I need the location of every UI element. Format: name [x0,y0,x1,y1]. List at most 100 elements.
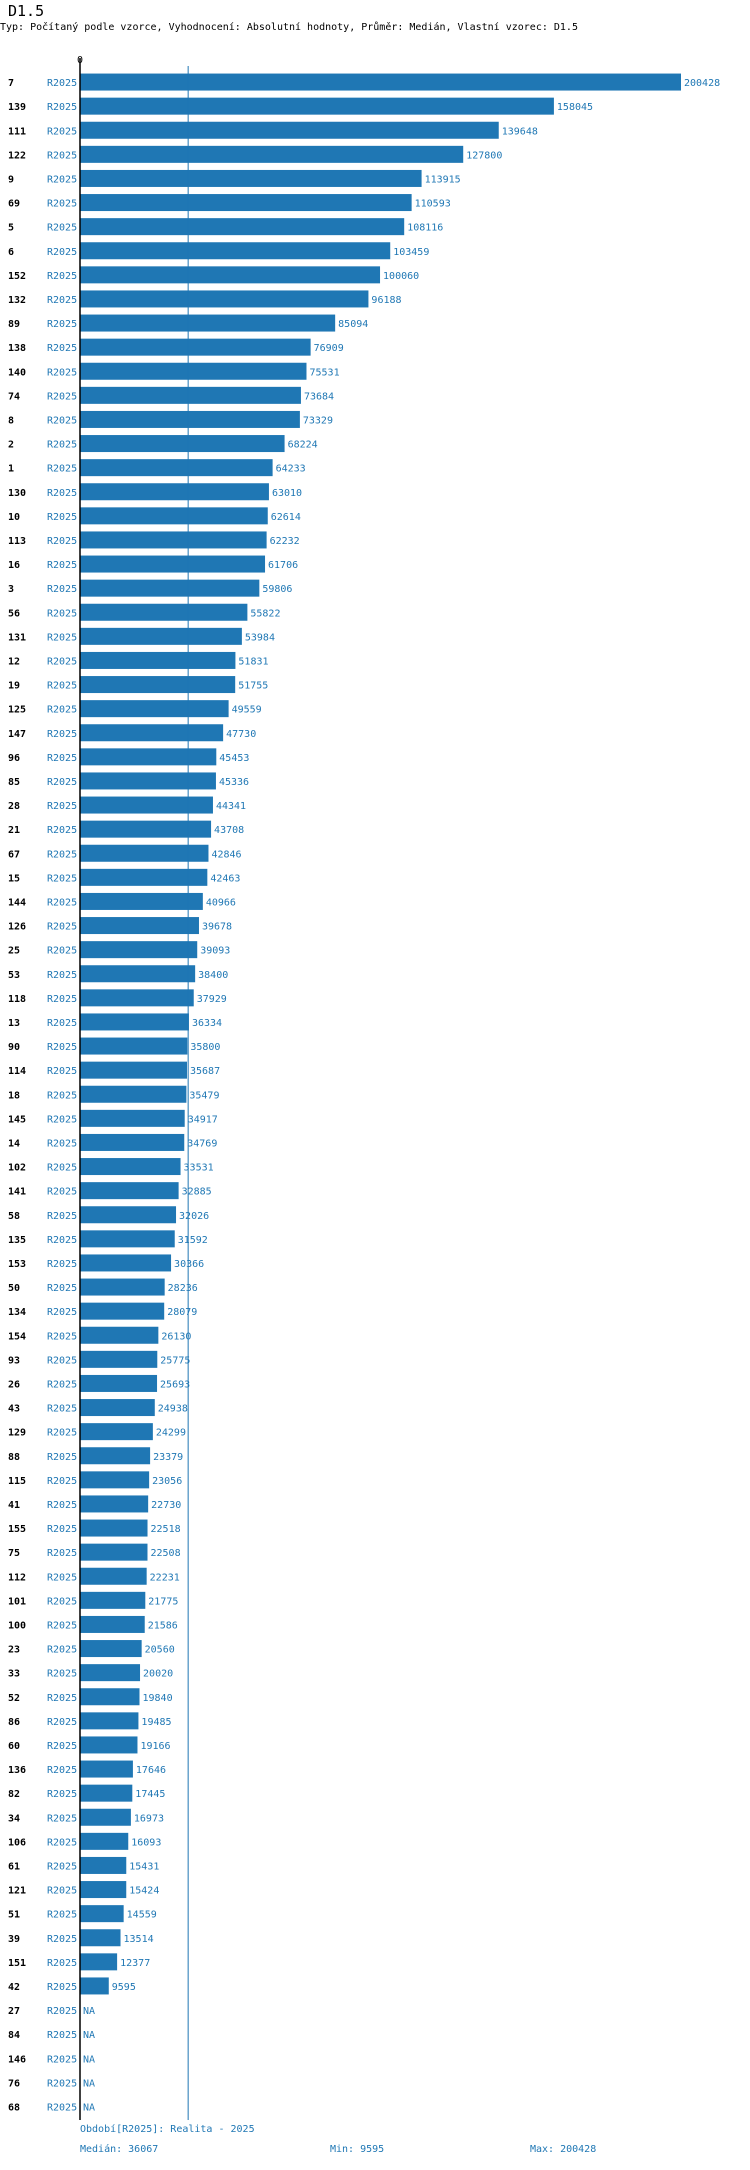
category-label: 134 [8,1307,26,1318]
value-label: 39678 [202,922,232,933]
value-label: 24299 [156,1428,186,1439]
category-label: 113 [8,536,26,547]
bar [80,1977,109,1995]
bar [80,1832,129,1850]
value-label: 20560 [145,1645,175,1656]
period-label: R2025 [47,223,77,234]
value-label: 45336 [219,777,249,788]
bar [80,386,301,404]
category-label: 82 [8,1789,20,1800]
bar [80,1013,189,1031]
category-label: 84 [8,2030,20,2041]
bar [80,700,229,718]
period-label: R2025 [47,1476,77,1487]
period-label: R2025 [47,1138,77,1149]
value-label: 13514 [124,1934,154,1945]
bar [80,435,285,453]
period-label: R2025 [47,536,77,547]
category-label: 28 [8,801,20,812]
category-label: 74 [8,391,20,402]
value-label: 158045 [557,102,593,113]
period-label: R2025 [47,681,77,692]
bar [80,73,681,91]
value-label: 49559 [232,705,262,716]
value-label: 64233 [276,464,306,475]
category-label: 96 [8,753,20,764]
category-label: 14 [8,1138,20,1149]
bar [80,362,307,380]
value-label: 25775 [160,1355,190,1366]
chart-subtitle: Typ: Počítaný podle vzorce, Vyhodnocení:… [0,22,578,33]
category-label: 19 [8,681,20,692]
bar [80,965,196,983]
value-label: 15424 [129,1886,159,1897]
bar [80,1664,141,1682]
category-label: 152 [8,271,26,282]
value-label: 62614 [271,512,301,523]
period-label: R2025 [47,1042,77,1053]
na-label: NA [83,2102,95,2113]
period-label: R2025 [47,1524,77,1535]
category-label: 139 [8,102,26,113]
bar [80,338,311,356]
category-label: 2 [8,440,14,451]
bar [80,796,213,814]
period-label: R2025 [47,608,77,619]
value-label: 53984 [245,632,275,643]
value-label: 19485 [141,1717,171,1728]
category-label: 88 [8,1452,20,1463]
value-label: 9595 [112,1982,136,1993]
period-label: R2025 [47,1355,77,1366]
period-label: R2025 [47,512,77,523]
period-label: R2025 [47,849,77,860]
bar [80,1133,185,1151]
bar [80,1929,121,1947]
period-label: R2025 [47,174,77,185]
bar [80,1158,181,1176]
bar [80,868,208,886]
category-label: 75 [8,1548,20,1559]
bar [80,1736,138,1754]
period-label: R2025 [47,1765,77,1776]
period-label: R2025 [47,632,77,643]
footer-max: Max: 200428 [530,2144,597,2155]
bar [80,676,236,694]
category-label: 18 [8,1090,20,1101]
period-label: R2025 [47,1452,77,1463]
category-label: 60 [8,1741,20,1752]
bar [80,1760,133,1778]
category-label: 125 [8,705,26,716]
period-label: R2025 [47,1235,77,1246]
category-label: 115 [8,1476,26,1487]
period-label: R2025 [47,1934,77,1945]
period-label: R2025 [47,1211,77,1222]
category-label: 5 [8,223,14,234]
bar [80,1519,148,1537]
period-label: R2025 [47,1114,77,1125]
value-label: 37929 [197,994,227,1005]
value-label: 85094 [338,319,368,330]
period-label: R2025 [47,1187,77,1198]
value-label: 12377 [120,1958,150,1969]
value-label: 44341 [216,801,246,812]
category-label: 93 [8,1355,20,1366]
bar [80,531,267,549]
category-label: 141 [8,1187,26,1198]
value-label: 28079 [167,1307,197,1318]
bar [80,555,266,573]
value-label: 30366 [174,1259,204,1270]
value-label: 16973 [134,1813,164,1824]
bar [80,1567,147,1585]
value-label: 28236 [168,1283,198,1294]
category-label: 7 [8,78,14,89]
value-label: 19166 [140,1741,170,1752]
value-label: 75531 [309,367,339,378]
bar [80,1808,131,1826]
bar [80,483,269,501]
bar [80,194,412,212]
category-label: 33 [8,1669,20,1680]
category-label: 56 [8,608,20,619]
value-label: 22730 [151,1500,181,1511]
period-label: R2025 [47,488,77,499]
period-label: R2025 [47,1283,77,1294]
